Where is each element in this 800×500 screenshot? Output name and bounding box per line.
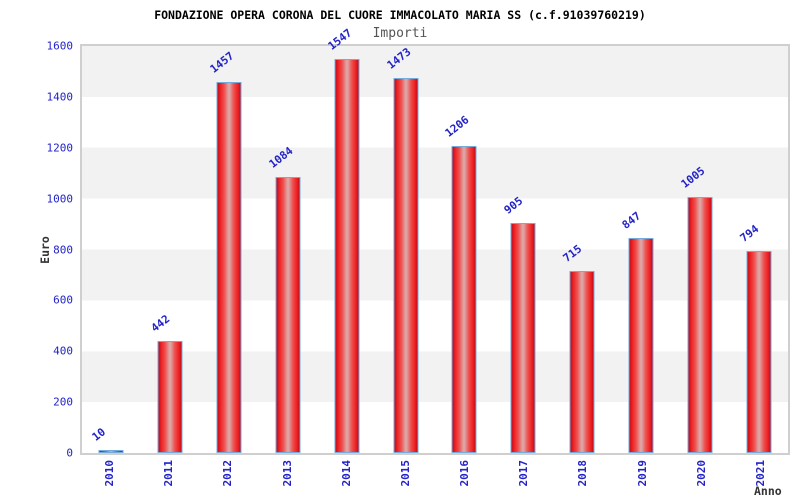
bar-value-label: 1206 <box>442 113 472 141</box>
bar-slot-2011: 442 <box>141 46 200 453</box>
y-tick-1000: 1000 <box>46 192 74 206</box>
y-tick-1400: 1400 <box>46 90 74 104</box>
y-tick-400: 400 <box>53 344 73 358</box>
bar-slot-2012: 1457 <box>200 46 259 453</box>
x-label-slot: 2017 <box>494 460 553 500</box>
bar-value-label: 715 <box>560 242 585 265</box>
x-tick-2011: 2011 <box>162 460 176 487</box>
x-tick-2021: 2021 <box>753 460 767 487</box>
x-label-slot: 2015 <box>376 460 435 500</box>
bar-2016 <box>451 146 477 453</box>
bar-slot-2013: 1084 <box>258 46 317 453</box>
bar-slot-2017: 905 <box>494 46 553 453</box>
bar-slot-2018: 715 <box>553 46 612 453</box>
bar-2021 <box>746 251 772 453</box>
bar-slot-2016: 1206 <box>435 46 494 453</box>
x-label-slot: 2020 <box>672 460 731 500</box>
x-tick-2019: 2019 <box>635 460 649 487</box>
chart-subtitle: Importi <box>372 26 428 41</box>
x-tick-2020: 2020 <box>694 460 708 487</box>
bar-2018 <box>569 271 595 453</box>
bar-2020 <box>687 197 713 453</box>
y-axis-title: Euro <box>38 236 52 264</box>
bar-value-label: 1457 <box>207 49 237 77</box>
bar-slot-2010: 10 <box>82 46 141 453</box>
bar-2013 <box>275 177 301 453</box>
bar-2011 <box>157 340 183 453</box>
bar-2014 <box>334 59 360 453</box>
bar-slot-2015: 1473 <box>376 46 435 453</box>
y-tick-600: 600 <box>53 293 73 307</box>
bar-2019 <box>628 237 654 453</box>
y-tick-800: 800 <box>53 243 73 256</box>
x-label-slot: 2010 <box>80 460 139 500</box>
x-label-slot: 2013 <box>258 460 317 500</box>
bar-value-label: 442 <box>148 311 173 335</box>
x-label-slot: 2019 <box>613 460 672 500</box>
x-tick-2013: 2013 <box>280 460 294 487</box>
y-tick-1600: 1600 <box>46 39 74 53</box>
x-label-slot: 2011 <box>139 460 198 500</box>
x-tick-2010: 2010 <box>103 460 117 487</box>
bar-slot-2014: 1547 <box>317 27 376 453</box>
x-label-slot: 2012 <box>198 460 257 500</box>
bar-2017 <box>510 222 536 453</box>
bar-value-label: 1473 <box>384 45 414 73</box>
bar-2010 <box>98 450 124 453</box>
x-label-slot: 2016 <box>435 460 494 500</box>
y-tick-0: 0 <box>66 446 73 460</box>
bar-value-label: 10 <box>90 425 109 445</box>
bar-value-label: 847 <box>619 208 644 232</box>
bar-slot-2020: 1005 <box>670 46 729 453</box>
bar-value-label: 1084 <box>266 144 296 172</box>
bar-value-label: 1005 <box>678 164 708 192</box>
x-tick-2014: 2014 <box>339 460 353 487</box>
x-tick-2015: 2015 <box>398 460 412 487</box>
y-tick-1200: 1200 <box>46 141 74 155</box>
bar-2012 <box>216 82 242 453</box>
x-tick-2016: 2016 <box>458 460 472 487</box>
x-axis-labels: 2010 2011 2012 2013 2014 2015 2016 2017 2018 2019… <box>80 460 790 500</box>
x-label-slot: 2014 <box>317 460 376 500</box>
x-tick-2018: 2018 <box>576 460 590 487</box>
y-tick-200: 200 <box>53 395 73 409</box>
chart-title: FONDAZIONE OPERA CORONA DEL CUORE IMMACO… <box>154 8 646 22</box>
bars-container: 10 442 1457 1084 1547 1473 1206 905 715 847 1005 79… <box>82 27 788 453</box>
bar-value-label: 794 <box>737 222 761 245</box>
x-label-slot: 2018 <box>553 460 612 500</box>
bar-2015 <box>393 78 419 453</box>
bar-slot-2019: 847 <box>611 46 670 453</box>
x-tick-2012: 2012 <box>221 460 235 487</box>
plot-area: 10 442 1457 1084 1547 1473 1206 905 715 847 1005 79… <box>47 27 790 459</box>
bar-slot-2021: 794 <box>729 46 788 453</box>
x-axis-title: Anno <box>754 484 782 498</box>
bar-value-label: 905 <box>501 194 526 217</box>
x-tick-2017: 2017 <box>517 460 531 487</box>
